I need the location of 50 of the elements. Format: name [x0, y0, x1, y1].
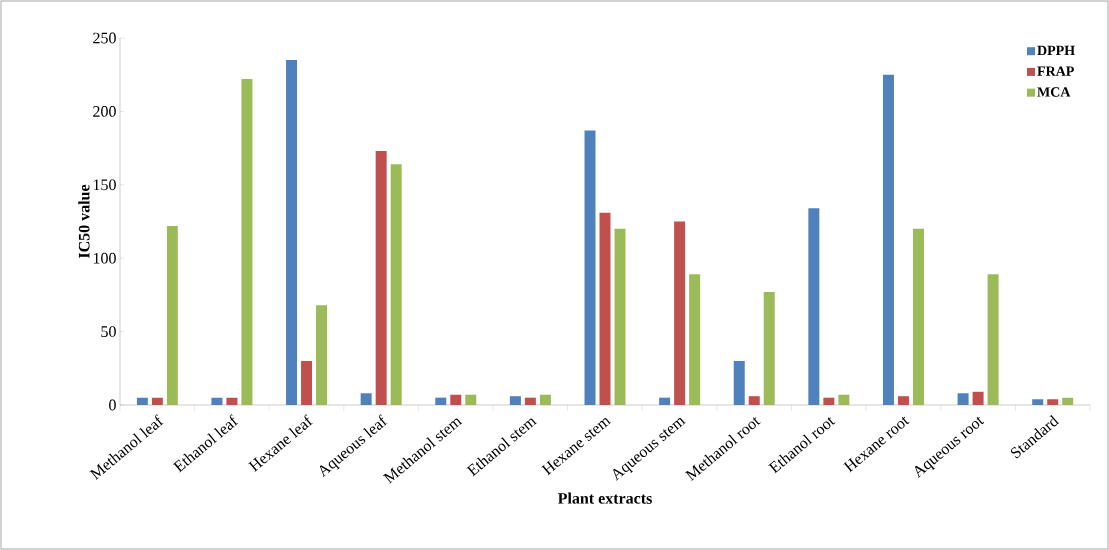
bar [1047, 399, 1059, 405]
legend-label: MCA [1037, 87, 1071, 97]
bar [674, 221, 686, 405]
y-axis-title: IC50 value [78, 184, 90, 259]
bar [360, 393, 372, 405]
y-tick-label: 200 [93, 106, 116, 117]
bar [151, 397, 163, 405]
bar [450, 394, 462, 405]
bar [1032, 399, 1044, 405]
bar [524, 397, 536, 405]
bar [136, 397, 148, 405]
bar [375, 151, 387, 405]
bar [659, 397, 671, 405]
bar [987, 274, 999, 405]
y-tick-label: 150 [93, 179, 116, 191]
bar [912, 228, 924, 405]
bar [465, 394, 477, 405]
bar [689, 274, 701, 405]
bar [823, 397, 835, 405]
y-tick-label: 50 [101, 326, 116, 337]
y-tick-label: 100 [93, 252, 116, 264]
bar [733, 360, 745, 405]
bar [226, 397, 238, 405]
legend-label: DPPH [1037, 45, 1075, 56]
bar [301, 360, 313, 405]
bar [316, 305, 328, 405]
bar [972, 391, 984, 405]
bar [897, 396, 909, 405]
x-axis-title: Plant extracts [557, 492, 652, 504]
bar [211, 397, 223, 405]
y-tick-label: 250 [93, 32, 116, 44]
bar [748, 396, 760, 405]
bar [808, 208, 820, 405]
bar [166, 225, 178, 405]
bar [241, 79, 253, 405]
bar [763, 291, 775, 405]
y-tick-label: 0 [109, 399, 116, 411]
bar [390, 164, 402, 405]
bar [882, 74, 894, 405]
bar [435, 397, 447, 405]
bar [509, 396, 521, 405]
bar [286, 60, 298, 405]
legend-label: FRAP [1037, 66, 1074, 76]
bar [957, 393, 969, 405]
bar [614, 228, 626, 405]
bar [838, 394, 850, 405]
bar [1062, 397, 1074, 405]
bar [584, 130, 596, 405]
bar [599, 212, 611, 405]
bar [539, 394, 551, 405]
